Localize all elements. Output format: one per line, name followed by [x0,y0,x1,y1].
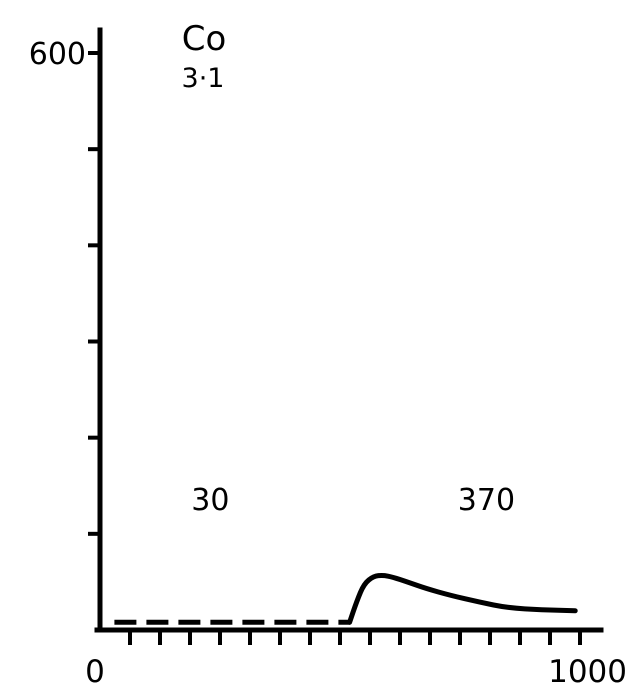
series-layer [114,573,578,625]
chart-title: Co [182,19,227,59]
axes [94,27,604,633]
chart-subtitle: 3·1 [182,63,225,94]
x-tick-label-0: 0 [85,654,105,690]
y-ticks [88,51,100,536]
labels: Co 3·1 [182,19,227,94]
annotation-1: 370 [458,483,515,518]
annotations: 30 370 [191,483,515,518]
x-ticks [128,630,582,645]
x-tick-label-1000: 1000 [548,654,627,690]
tick-labels: 600 0 1000 [29,37,627,690]
y-tick-label-600: 600 [29,37,86,72]
annotation-0: 30 [191,483,229,518]
series-line-1 [347,573,578,625]
